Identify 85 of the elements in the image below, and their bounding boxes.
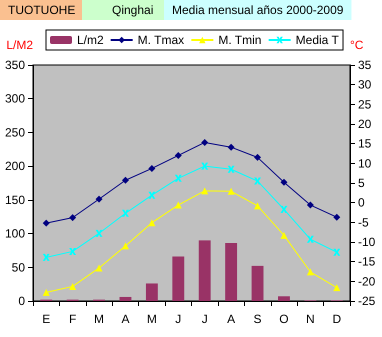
point <box>174 152 182 159</box>
point <box>228 144 235 151</box>
y2-tick-label: 15 <box>358 136 372 151</box>
chart-subtitle: Qinghai <box>112 3 154 17</box>
y2-tick-label: 25 <box>358 97 372 112</box>
point <box>254 178 262 185</box>
point <box>69 248 76 255</box>
point <box>306 236 314 243</box>
text: Media mensual años 2000-2009 <box>172 3 344 17</box>
bar <box>146 283 158 301</box>
y2-tick-label: 0 <box>358 196 365 210</box>
bar <box>278 296 290 301</box>
bar <box>172 256 184 301</box>
y2-tick-label: -20 <box>358 274 376 288</box>
y-tick-label: 300 <box>4 92 26 106</box>
point <box>280 178 288 186</box>
x-tick-label: E <box>42 312 50 326</box>
point <box>96 230 103 237</box>
y-tick-label: 350 <box>4 58 26 72</box>
point <box>148 192 156 199</box>
bar <box>225 243 238 301</box>
point <box>333 284 340 292</box>
legend-label: M. Tmax <box>138 33 184 47</box>
point <box>122 242 129 250</box>
y2-tick-label: -5 <box>358 215 369 230</box>
point <box>148 219 156 226</box>
point <box>122 210 129 217</box>
y2-tick-label: 35 <box>358 58 372 72</box>
point <box>201 138 208 146</box>
y-tick-label: 50 <box>12 260 26 274</box>
chart-title: TUOTUOHE <box>8 3 76 17</box>
x-tick-label: O <box>279 312 289 326</box>
point <box>69 282 76 290</box>
point <box>254 154 262 161</box>
y2-tick-label: 30 <box>358 78 372 92</box>
x-tick-label: M <box>94 312 104 326</box>
x-tick-label: M <box>146 312 157 326</box>
point <box>69 214 76 222</box>
point <box>174 202 182 209</box>
bar <box>120 296 132 301</box>
point <box>42 288 50 296</box>
point <box>228 166 235 173</box>
y2-tick-label: -25 <box>358 294 376 308</box>
point <box>201 187 208 194</box>
x-tick-label: J <box>202 312 208 326</box>
y2-tick-label: 10 <box>358 156 372 170</box>
point <box>96 264 103 272</box>
legend-label: Media T <box>296 33 340 47</box>
bar <box>198 240 211 301</box>
y-tick-label: 250 <box>4 125 26 140</box>
y2-tick-label: -15 <box>358 254 376 269</box>
point <box>228 188 235 195</box>
point <box>280 206 288 213</box>
y-tick-label: 100 <box>4 226 26 241</box>
y-tick-label: 150 <box>4 192 26 207</box>
point <box>96 196 103 203</box>
point <box>333 214 340 221</box>
point <box>122 176 129 184</box>
point <box>42 254 50 261</box>
x-tick-label: F <box>68 312 76 326</box>
y-tick-label: 0 <box>18 294 26 308</box>
bar <box>252 266 264 301</box>
y2-tick-label: 20 <box>358 117 372 131</box>
x-tick-label: D <box>332 312 342 326</box>
point <box>174 174 182 182</box>
point <box>280 232 288 239</box>
point <box>148 164 156 172</box>
point <box>306 202 314 209</box>
y2-axis-title: °C <box>350 38 364 52</box>
x-tick-label: S <box>254 312 262 326</box>
y-axis-title: L/M2 <box>6 38 34 52</box>
x-tick-label: J <box>175 312 182 326</box>
point <box>201 162 208 170</box>
point <box>42 220 50 227</box>
y-tick-label: 200 <box>4 159 26 174</box>
point <box>333 248 340 256</box>
legend-label: M. Tmin <box>218 33 262 47</box>
x-tick-label: N <box>306 312 315 326</box>
point <box>254 202 262 210</box>
legend-label: L/m2 <box>77 33 104 47</box>
y2-tick-label: 5 <box>358 176 365 190</box>
x-tick-label: A <box>121 312 130 326</box>
x-tick-label: A <box>227 312 236 326</box>
point <box>306 268 314 276</box>
y2-tick-label: -10 <box>358 235 376 249</box>
